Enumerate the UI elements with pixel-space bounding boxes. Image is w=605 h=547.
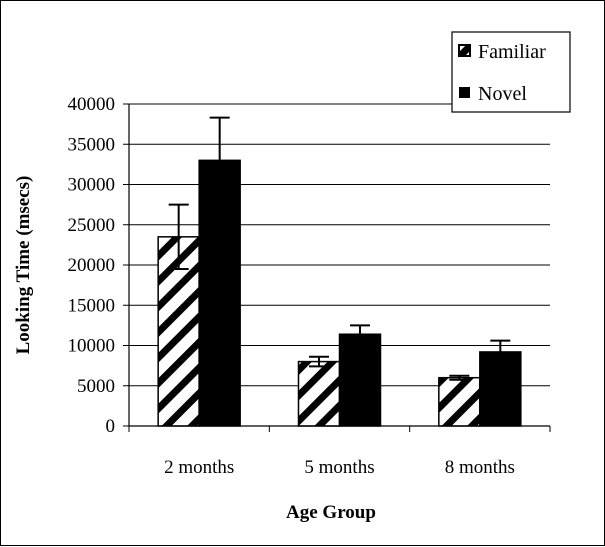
x-tick-label: 5 months	[304, 457, 374, 478]
x-tick-label: 8 months	[445, 457, 515, 478]
y-tick-label: 5000	[77, 376, 115, 397]
y-tick-label: 20000	[68, 255, 116, 276]
bar-novel	[479, 351, 522, 427]
axes	[123, 103, 551, 432]
bar-familiar	[438, 376, 481, 427]
error-bars	[168, 116, 511, 381]
y-tick-label: 0	[106, 416, 116, 437]
y-tick-labels: 0 5000 10000 15000 20000 25000 30000 35000 40000	[68, 94, 116, 437]
x-tick-labels: 2 months 5 months 8 months	[164, 457, 515, 478]
bar-familiar	[297, 360, 341, 427]
y-tick-label: 40000	[68, 94, 116, 115]
legend-swatch-novel	[459, 87, 470, 98]
y-tick-label: 15000	[68, 295, 116, 316]
y-axis-title: Looking Time (msecs)	[13, 176, 34, 355]
legend: Familiar Novel	[451, 31, 571, 113]
legend-label-novel: Novel	[478, 83, 527, 105]
y-tick-label: 25000	[68, 215, 116, 236]
legend-label-familiar: Familiar	[478, 41, 546, 63]
x-tick-label: 2 months	[164, 457, 234, 478]
bars	[157, 159, 522, 427]
bar-novel	[338, 333, 382, 427]
legend-box	[451, 31, 571, 113]
y-tick-label: 10000	[68, 336, 116, 357]
y-tick-label: 30000	[68, 175, 116, 196]
x-axis-title: Age Group	[286, 502, 376, 523]
y-tick-label: 35000	[68, 134, 116, 155]
legend-swatch-familiar	[458, 44, 471, 57]
